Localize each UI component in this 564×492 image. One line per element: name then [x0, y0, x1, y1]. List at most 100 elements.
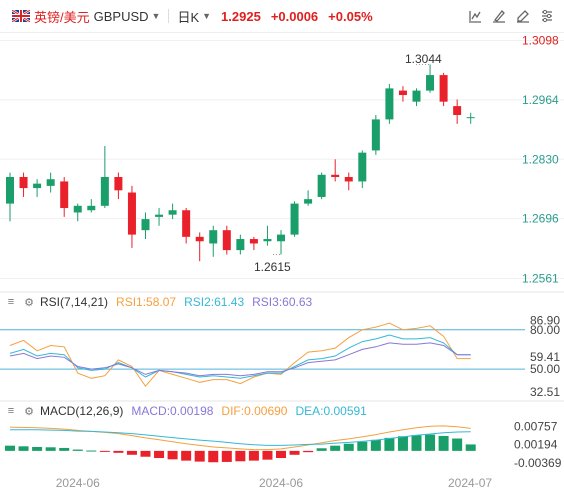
- macd-bar: [221, 450, 232, 462]
- candle-body[interactable]: [127, 192, 136, 235]
- candle-body[interactable]: [182, 210, 191, 237]
- candle-body[interactable]: [236, 239, 245, 251]
- macd-bar: [194, 450, 205, 462]
- toolbar: [466, 7, 556, 25]
- x-axis-tick: 2024-06: [259, 476, 303, 490]
- edit-icon[interactable]: [514, 7, 532, 25]
- collapse-icon[interactable]: ≡: [7, 296, 15, 308]
- rsi3-value: RSI3:60.63: [252, 295, 313, 309]
- instrument-symbol[interactable]: GBPUSD: [93, 8, 149, 24]
- candle-body[interactable]: [114, 177, 123, 191]
- candle-body[interactable]: [331, 174, 340, 178]
- macd-name: MACD(12,26,9): [40, 404, 124, 418]
- macd-bar: [452, 438, 463, 451]
- candle-body[interactable]: [46, 179, 55, 186]
- candle-body[interactable]: [358, 152, 367, 182]
- rsi-header: ≡ ⚙ RSI(7,14,21) RSI1:58.07 RSI2:61.43 R…: [4, 295, 312, 309]
- macd-header: ≡ ⚙ MACD(12,26,9) MACD:0.00198 DIF:0.006…: [4, 404, 367, 418]
- rsi2-value: RSI2:61.43: [184, 295, 245, 309]
- macd-bar: [330, 445, 341, 451]
- rsi-line-rsi2: [9, 334, 471, 379]
- macd-bar: [86, 450, 97, 452]
- candle-body[interactable]: [277, 234, 285, 242]
- rsi-name: RSI(7,14,21): [40, 295, 109, 309]
- candle-body[interactable]: [249, 239, 258, 244]
- macd-bar: [32, 446, 43, 451]
- x-axis-tick: 2024-07: [448, 476, 492, 490]
- macd-bar: [126, 450, 137, 455]
- macd-bar: [113, 450, 124, 453]
- candle-body[interactable]: [371, 119, 380, 151]
- candle-body[interactable]: [453, 106, 462, 115]
- settings-icon[interactable]: [538, 7, 556, 25]
- macd-bar: [140, 450, 151, 457]
- candle-body[interactable]: [263, 239, 272, 242]
- macd-bar: [45, 447, 56, 451]
- divider: [168, 9, 170, 23]
- last-price: 1.2925: [221, 8, 261, 24]
- macd-bar: [316, 448, 327, 451]
- candle-body[interactable]: [426, 75, 435, 91]
- candle-body[interactable]: [141, 219, 150, 231]
- rsi-axis-tick: 59.41: [530, 350, 560, 364]
- candle-body[interactable]: [344, 177, 353, 182]
- period-selector[interactable]: 日K: [177, 9, 200, 25]
- price-axis-tick: 1.2830: [522, 152, 559, 166]
- draw-tool-icon[interactable]: [490, 7, 508, 25]
- macd-bar: [357, 441, 368, 451]
- candle-body[interactable]: [290, 203, 299, 235]
- candle-body[interactable]: [398, 90, 407, 96]
- macd-bar: [181, 450, 192, 461]
- low-annotation: 1.2615: [254, 260, 291, 274]
- macd-axis-tick: 0.00194: [514, 438, 558, 452]
- candle-body[interactable]: [385, 88, 394, 120]
- collapse-icon[interactable]: ≡: [7, 405, 15, 417]
- candle-body[interactable]: [60, 181, 69, 209]
- macd-line-dea: [10, 429, 471, 446]
- candle-body[interactable]: [87, 205, 96, 211]
- candle-body[interactable]: [304, 199, 313, 204]
- high-annotation: 1.3044: [405, 52, 442, 66]
- candle-body[interactable]: [73, 205, 82, 213]
- macd-bar: [384, 437, 395, 451]
- x-axis-tick: 2024-06: [56, 476, 100, 490]
- candle-body[interactable]: [33, 183, 42, 189]
- chevron-down-icon[interactable]: ▼: [202, 11, 212, 21]
- macd-value: MACD:0.00198: [131, 404, 214, 418]
- macd-bar: [465, 444, 476, 451]
- macd-bar: [99, 450, 110, 452]
- rsi-axis-tick: 86.90: [530, 314, 560, 328]
- candle-body[interactable]: [209, 230, 218, 244]
- scale-icon[interactable]: [466, 7, 484, 25]
- candle-body[interactable]: [100, 177, 109, 206]
- macd-bar: [411, 435, 422, 451]
- candle-body[interactable]: [439, 75, 448, 102]
- chevron-down-icon[interactable]: ▼: [151, 11, 161, 21]
- macd-bar: [154, 450, 165, 459]
- rsi1-value: RSI1:58.07: [116, 295, 177, 309]
- candle-body[interactable]: [412, 90, 421, 102]
- candle-body[interactable]: [168, 210, 177, 215]
- instrument-name[interactable]: 英镑/美元: [34, 9, 90, 25]
- candle-body[interactable]: [19, 177, 28, 189]
- macd-bar: [370, 439, 381, 451]
- candle-body[interactable]: [6, 177, 14, 204]
- candle-body[interactable]: [466, 117, 475, 119]
- macd-bar: [343, 443, 354, 451]
- macd-bar: [276, 450, 286, 459]
- price-change: +0.0006: [270, 8, 319, 24]
- macd-bar: [208, 450, 219, 463]
- settings-icon[interactable]: ⚙: [24, 405, 34, 418]
- price-axis-tick: 1.2561: [522, 271, 559, 285]
- candle-body[interactable]: [317, 174, 326, 197]
- settings-icon[interactable]: ⚙: [24, 296, 34, 309]
- candle-body[interactable]: [195, 236, 204, 242]
- macd-axis-tick: 0.00757: [514, 419, 558, 433]
- dea-value: DEA:0.00591: [295, 404, 367, 418]
- candle-body[interactable]: [155, 214, 164, 217]
- rsi-axis-tick: 50.00: [530, 362, 560, 376]
- dif-value: DIF:0.00690: [221, 404, 288, 418]
- candle-body[interactable]: [222, 230, 231, 251]
